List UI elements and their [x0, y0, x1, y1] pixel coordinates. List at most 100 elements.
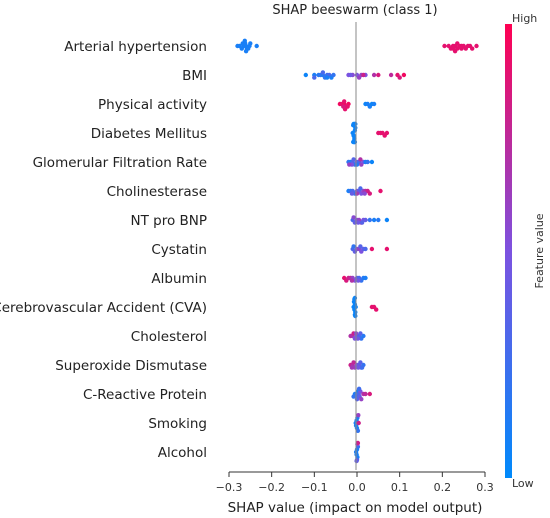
shap-point — [388, 72, 394, 78]
shap-point — [351, 394, 356, 399]
shap-point — [369, 159, 375, 165]
x-axis-label: SHAP value (impact on model output) — [228, 500, 483, 516]
shap-point — [367, 391, 372, 397]
shap-point — [355, 440, 361, 446]
shap-point — [324, 75, 330, 80]
shap-point — [356, 75, 362, 80]
x-tick-label: −0.2 — [258, 481, 285, 494]
shap-point — [455, 41, 460, 46]
feature-label: Cholesterol — [131, 329, 207, 345]
shap-point — [351, 360, 356, 365]
shap-point — [365, 159, 370, 165]
feature-labels: Arterial hypertension BMI Physical activit… — [0, 39, 207, 461]
shap-point — [358, 360, 363, 365]
shap-point — [341, 104, 346, 109]
shap-point — [452, 49, 458, 54]
x-tick-label: −0.1 — [301, 481, 328, 494]
shap-point — [254, 43, 259, 49]
feature-label: Cerebrovascular Accident (CVA) — [0, 300, 207, 316]
shap-point — [358, 331, 363, 336]
shap-point — [342, 99, 347, 104]
shap-point — [354, 458, 359, 464]
x-ticks: −0.3 −0.2 −0.1 0.0 0.1 0.2 0.3 — [216, 472, 494, 494]
feature-label: Cystatin — [151, 242, 207, 258]
shap-point — [363, 275, 368, 281]
x-tick-label: −0.3 — [216, 481, 243, 494]
shap-point — [384, 130, 390, 136]
feature-label: NT pro BNP — [130, 213, 207, 229]
x-tick-label: 0.1 — [391, 481, 409, 494]
shap-point — [320, 70, 326, 75]
feature-label: Cholinesterase — [107, 184, 207, 200]
shap-point — [348, 333, 353, 339]
shap-point — [243, 49, 249, 54]
shap-point — [442, 43, 447, 49]
shap-point — [356, 278, 361, 283]
shap-point — [470, 46, 475, 51]
shap-point — [356, 365, 361, 370]
shap-point — [356, 420, 361, 426]
shap-point — [401, 72, 407, 78]
shap-point — [362, 191, 367, 196]
shap-point — [374, 307, 379, 312]
feature-label: C-Reactive Protein — [83, 387, 207, 403]
feature-label: Albumin — [151, 271, 207, 287]
colorbar — [505, 24, 512, 478]
shap-point — [384, 217, 390, 223]
shap-point — [248, 41, 253, 46]
shap-point — [367, 191, 372, 196]
shap-point — [354, 191, 360, 196]
shap-point — [356, 386, 362, 391]
shap-point — [361, 333, 366, 339]
shap-point — [347, 162, 352, 167]
shap-point — [369, 246, 375, 252]
feature-label: Smoking — [148, 416, 207, 432]
shap-point — [376, 72, 381, 78]
shap-point — [376, 217, 381, 223]
colorbar-title: Feature value — [533, 213, 546, 288]
shap-point — [371, 101, 377, 107]
shap-point — [349, 191, 355, 196]
x-tick-label: 0.0 — [348, 481, 366, 494]
shap-point — [397, 75, 402, 80]
shap-point — [384, 246, 390, 252]
feature-label: Glomerular Filtration Rate — [33, 155, 207, 171]
shap-point — [359, 220, 365, 225]
feature-label: Arterial hypertension — [64, 39, 207, 55]
x-tick-label: 0.2 — [434, 481, 452, 494]
shap-point — [358, 157, 363, 162]
shap-point — [331, 72, 336, 78]
colorbar-low-label: Low — [512, 477, 534, 490]
shap-point — [351, 157, 356, 162]
shap-point — [363, 217, 368, 223]
shap-point — [242, 38, 247, 43]
feature-label: Alcohol — [158, 445, 207, 461]
shap-point — [459, 46, 464, 51]
shap-point — [354, 397, 360, 402]
colorbar-high-label: High — [512, 12, 537, 25]
shap-point — [371, 72, 377, 78]
x-tick-label: 0.3 — [476, 481, 494, 494]
shap-point — [349, 278, 355, 283]
shap-point — [303, 72, 308, 78]
shap-point — [353, 313, 358, 319]
shap-point — [349, 365, 355, 370]
data-points — [235, 38, 479, 464]
shap-point — [355, 428, 361, 433]
shap-point — [312, 75, 317, 80]
shap-point — [378, 188, 383, 194]
shap-point — [351, 215, 356, 220]
shap-point — [371, 217, 377, 223]
shap-point — [358, 244, 363, 249]
shap-point — [355, 336, 361, 341]
shap-point — [474, 43, 479, 49]
shap-point — [358, 186, 363, 191]
feature-label: BMI — [182, 68, 207, 84]
shap-point — [363, 246, 368, 252]
shap-point — [359, 365, 365, 370]
shap-point — [351, 139, 356, 145]
shap-point — [363, 391, 368, 397]
shap-point — [348, 72, 353, 78]
feature-label: Physical activity — [98, 97, 207, 113]
